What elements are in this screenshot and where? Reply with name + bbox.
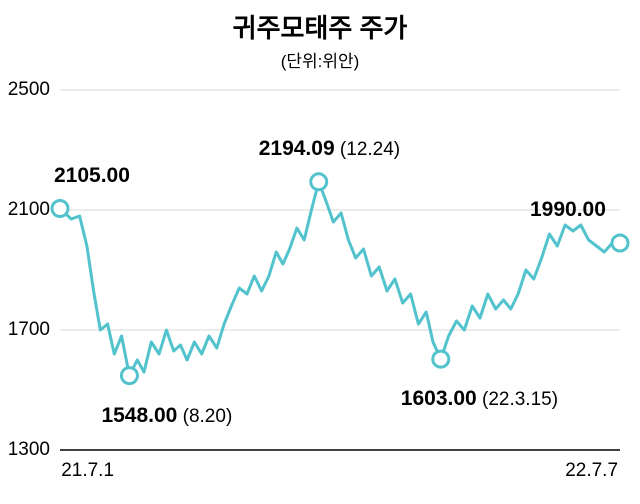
stock-line-chart: 2105.00 1548.00 (8.20) 2194.09 (12.24) 1603… xyxy=(0,0,640,504)
data-callout: 1603.00 (22.3.15) xyxy=(401,387,558,411)
y-axis-tick: 2500 xyxy=(0,79,50,101)
callout-value: 1603.00 xyxy=(401,387,477,410)
callout-value: 1990.00 xyxy=(530,198,606,221)
callout-value: 2105.00 xyxy=(54,164,130,187)
y-axis-tick: 1700 xyxy=(0,319,50,341)
y-axis-tick: 1300 xyxy=(0,439,50,461)
callout-date: (22.3.15) xyxy=(477,389,558,410)
callout-value: 2194.09 xyxy=(259,137,335,160)
data-callout: 2194.09 (12.24) xyxy=(259,137,400,161)
data-callout: 1990.00 xyxy=(530,198,606,222)
x-axis-tick: 22.7.7 xyxy=(565,460,618,482)
callout-value: 1548.00 xyxy=(101,404,177,427)
data-callout: 2105.00 xyxy=(54,164,130,188)
x-axis-tick: 21.7.1 xyxy=(61,460,114,482)
y-axis-tick: 2100 xyxy=(0,199,50,221)
callout-date: (8.20) xyxy=(177,406,232,427)
callout-date: (12.24) xyxy=(335,139,400,160)
data-callout: 1548.00 (8.20) xyxy=(101,404,232,428)
